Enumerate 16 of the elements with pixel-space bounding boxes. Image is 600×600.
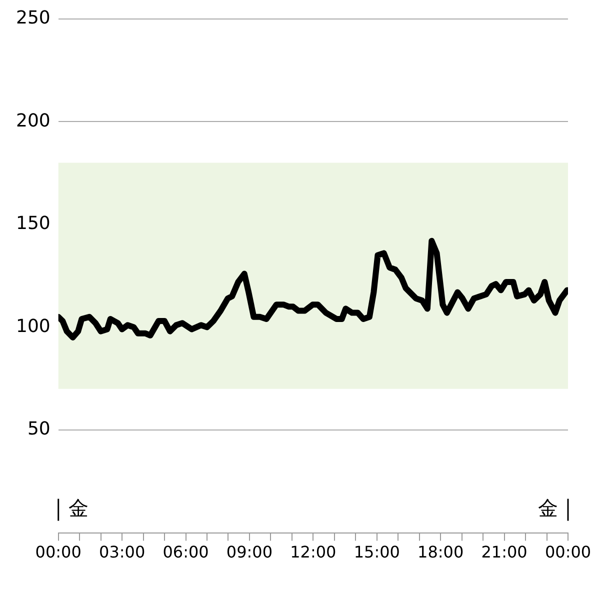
annotation: 金 xyxy=(68,496,88,520)
x-tick-label: 12:00 xyxy=(290,542,336,562)
x-tick-label: 21:00 xyxy=(481,542,528,562)
y-tick-label: 200 xyxy=(16,110,50,132)
y-tick-label: 50 xyxy=(27,418,50,440)
x-tick-label: 09:00 xyxy=(226,542,273,562)
x-tick-label: 15:00 xyxy=(354,542,400,562)
x-tick-label: 00:00 xyxy=(544,542,592,562)
annotation: 金 xyxy=(538,496,558,520)
y-tick-label: 100 xyxy=(16,316,50,337)
x-tick-label: 03:00 xyxy=(99,542,146,562)
y-tick-label: 150 xyxy=(16,213,50,234)
x-tick-label: 06:00 xyxy=(162,542,209,562)
x-tick-label: 00:00 xyxy=(35,542,82,562)
y-tick-label: 250 xyxy=(16,7,50,28)
x-tick-label: 18:00 xyxy=(418,542,464,562)
